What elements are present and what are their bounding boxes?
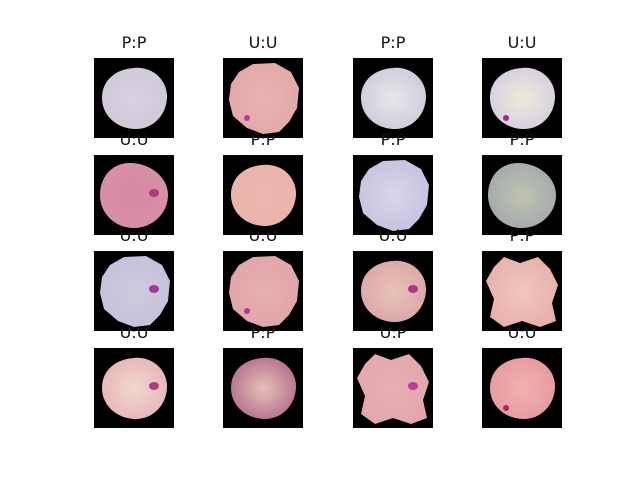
cell-body bbox=[361, 260, 427, 323]
cell-label: U:U bbox=[119, 323, 149, 342]
cell-image-svg bbox=[482, 155, 562, 235]
cell-image-svg bbox=[94, 58, 174, 138]
cell-body bbox=[100, 163, 168, 229]
parasite-spot bbox=[408, 285, 418, 293]
parasite-spot bbox=[244, 115, 250, 121]
cell-image-svg bbox=[223, 251, 303, 331]
cell-image bbox=[353, 58, 433, 138]
cell-label: U:U bbox=[248, 226, 278, 245]
cell-body bbox=[488, 163, 556, 229]
parasite-spot bbox=[503, 405, 509, 411]
cell-label: U:U bbox=[119, 130, 149, 149]
parasite-spot bbox=[149, 382, 159, 390]
cell-body bbox=[100, 256, 170, 327]
cell-image-svg bbox=[482, 58, 562, 138]
cell-image bbox=[94, 348, 174, 428]
cell-image-svg bbox=[353, 348, 433, 428]
cell-image bbox=[482, 58, 562, 138]
cell-image-svg bbox=[482, 251, 562, 331]
parasite-spot bbox=[149, 285, 159, 293]
cell-image bbox=[94, 155, 174, 235]
cell-image bbox=[482, 155, 562, 235]
cell-image bbox=[223, 155, 303, 235]
cell-label: P:P bbox=[380, 130, 406, 149]
cell-image bbox=[353, 251, 433, 331]
cell-image-svg bbox=[223, 348, 303, 428]
cell-image-svg bbox=[353, 155, 433, 235]
cell-label: U:U bbox=[119, 226, 149, 245]
cell-body bbox=[490, 67, 556, 130]
parasite-spot bbox=[408, 382, 418, 390]
cell-body bbox=[359, 160, 429, 231]
cell-label: U:U bbox=[378, 226, 408, 245]
cell-image bbox=[94, 58, 174, 138]
cell-label: P:P bbox=[121, 33, 147, 52]
cell-image bbox=[94, 251, 174, 331]
cell-body bbox=[231, 357, 297, 420]
cell-body bbox=[102, 357, 168, 420]
cell-label: P:P bbox=[250, 130, 276, 149]
cell-label: U:U bbox=[248, 33, 278, 52]
parasite-spot bbox=[149, 189, 159, 197]
cell-label: U:P bbox=[379, 323, 407, 342]
cell-label: P:P bbox=[250, 323, 276, 342]
parasite-spot bbox=[244, 308, 250, 314]
cell-image-svg bbox=[223, 155, 303, 235]
cell-body bbox=[361, 67, 427, 130]
cell-body bbox=[102, 67, 168, 130]
cell-label: P:P bbox=[509, 130, 535, 149]
cell-body bbox=[490, 357, 556, 420]
cell-image bbox=[223, 348, 303, 428]
cell-label: P:P bbox=[509, 226, 535, 245]
cell-body bbox=[357, 354, 429, 424]
parasite-spot bbox=[503, 115, 509, 121]
cell-label: P:P bbox=[380, 33, 406, 52]
cell-label: U:U bbox=[507, 323, 537, 342]
cell-image-svg bbox=[94, 155, 174, 235]
cell-image-svg bbox=[482, 348, 562, 428]
cell-image-svg bbox=[353, 58, 433, 138]
cell-image bbox=[482, 251, 562, 331]
cell-label: U:U bbox=[507, 33, 537, 52]
cell-image bbox=[353, 348, 433, 428]
cell-image-svg bbox=[94, 348, 174, 428]
cell-body bbox=[231, 164, 297, 227]
cell-image-svg bbox=[223, 58, 303, 138]
cell-image bbox=[482, 348, 562, 428]
cell-image-svg bbox=[94, 251, 174, 331]
cell-image bbox=[353, 155, 433, 235]
cell-body bbox=[486, 257, 558, 327]
cell-image-svg bbox=[353, 251, 433, 331]
cell-image bbox=[223, 251, 303, 331]
cell-image bbox=[223, 58, 303, 138]
